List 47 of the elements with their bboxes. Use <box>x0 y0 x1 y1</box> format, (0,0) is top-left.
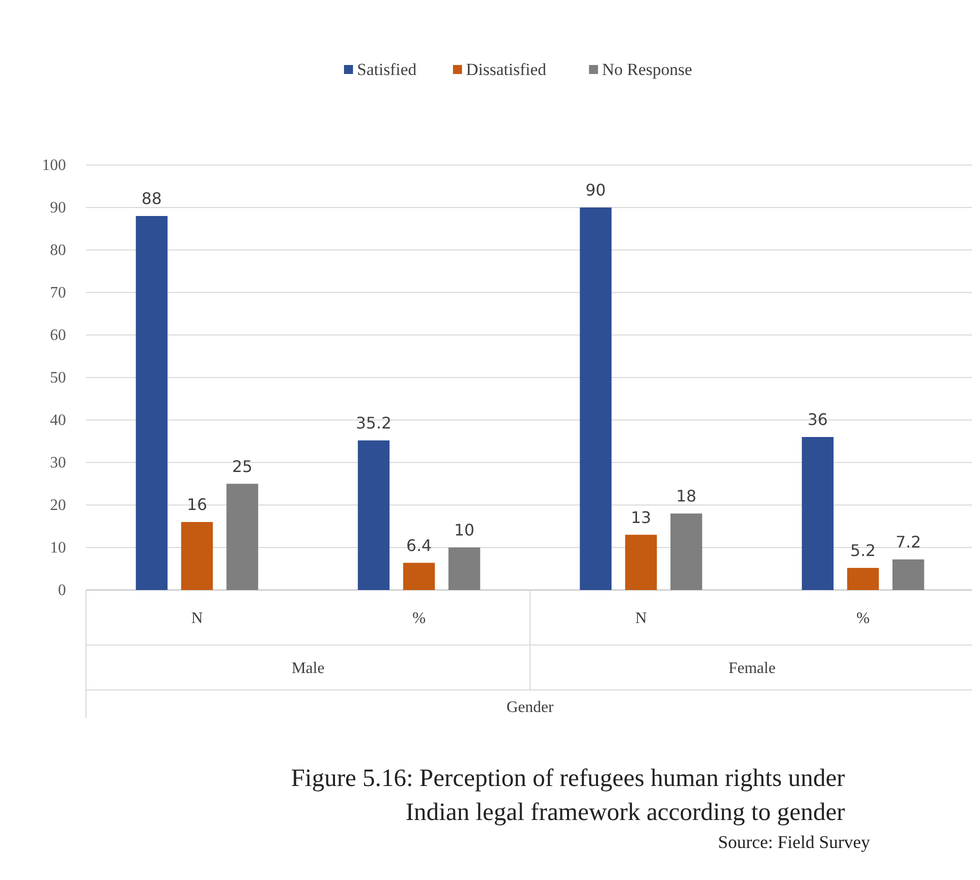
y-tick-label: 90 <box>50 200 66 216</box>
data-label: 88 <box>142 189 162 208</box>
source-note: Source: Field Survey <box>718 832 870 852</box>
data-label: 25 <box>232 456 252 476</box>
bar <box>625 534 657 590</box>
x-tick-label: N <box>635 610 648 627</box>
y-tick-label: 30 <box>50 454 66 472</box>
text: Figure 5.16: Perception of refugees human rights under Indian legal framework according to gender <box>290 765 846 826</box>
data-label: 36 <box>808 410 828 429</box>
text: Female <box>728 660 776 677</box>
y-tick-label: 0 <box>58 582 66 599</box>
y-tick-label: 10 <box>50 540 66 556</box>
data-label: 10 <box>454 520 474 540</box>
bar <box>448 548 480 590</box>
bar <box>847 568 879 590</box>
bar <box>802 437 834 590</box>
y-tick-label: 40 <box>50 412 66 429</box>
data-label: 5.2 <box>850 540 876 560</box>
y-tick-label: 60 <box>50 327 66 344</box>
y-tick-label: 20 <box>50 497 66 514</box>
legend-label: Dissatisfied <box>466 60 547 79</box>
bar <box>670 514 702 590</box>
bar <box>226 484 258 590</box>
bar <box>403 562 435 590</box>
bar <box>136 216 168 590</box>
bar <box>358 440 390 590</box>
y-tick-label: 100 <box>42 157 66 174</box>
data-label: 7.2 <box>896 532 922 552</box>
data-label: 13 <box>630 508 652 527</box>
legend-label: Satisfied <box>357 60 417 79</box>
y-tick-label: 80 <box>50 242 66 259</box>
data-label: 90 <box>586 180 606 200</box>
x-tick-label: % <box>856 610 870 627</box>
y-tick-label: 50 <box>50 370 66 386</box>
data-label: 16 <box>186 495 208 514</box>
bar <box>181 522 213 590</box>
bar <box>892 559 924 590</box>
text: Male <box>292 660 324 677</box>
x-tick-label: % <box>412 610 426 627</box>
data-label: 18 <box>676 486 696 506</box>
data-label: 6.4 <box>406 536 432 555</box>
y-tick-label: 70 <box>50 284 66 302</box>
legend-label: No Response <box>602 60 692 79</box>
bar <box>580 208 612 590</box>
x-tick-label: N <box>191 610 204 627</box>
x-axis-title: Gender <box>506 699 554 716</box>
data-label: 35.2 <box>356 413 392 432</box>
